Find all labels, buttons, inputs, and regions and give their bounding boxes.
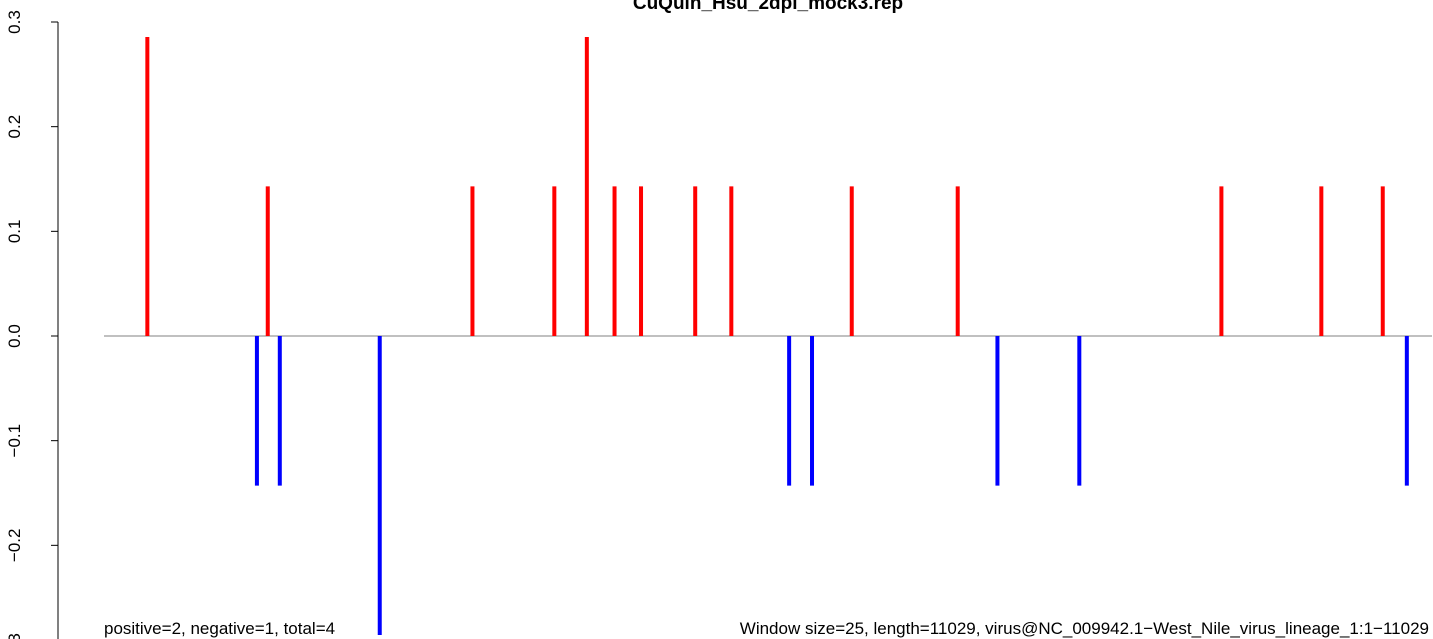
y-axis: −0.3 −0.2 −0.1 0.0 0.1 0.2 0.3: [5, 10, 59, 639]
footer-window-info: Window size=25, length=11029, virus@NC_0…: [740, 619, 1429, 638]
bars: [145, 36, 1409, 636]
y-tick-label: 0.2: [5, 115, 24, 139]
y-tick-label: 0.1: [5, 220, 24, 244]
y-tick-label: 0.3: [5, 10, 24, 34]
y-tick-label: 0.0: [5, 324, 24, 348]
y-tick-label: −0.1: [5, 424, 24, 458]
chart-title: CuQuin_Hsu_2dpi_mock3.rep: [633, 0, 903, 14]
y-tick-label: −0.3: [5, 633, 24, 639]
y-tick-label: −0.2: [5, 529, 24, 563]
footer-counts: positive=2, negative=1, total=4: [104, 619, 335, 638]
